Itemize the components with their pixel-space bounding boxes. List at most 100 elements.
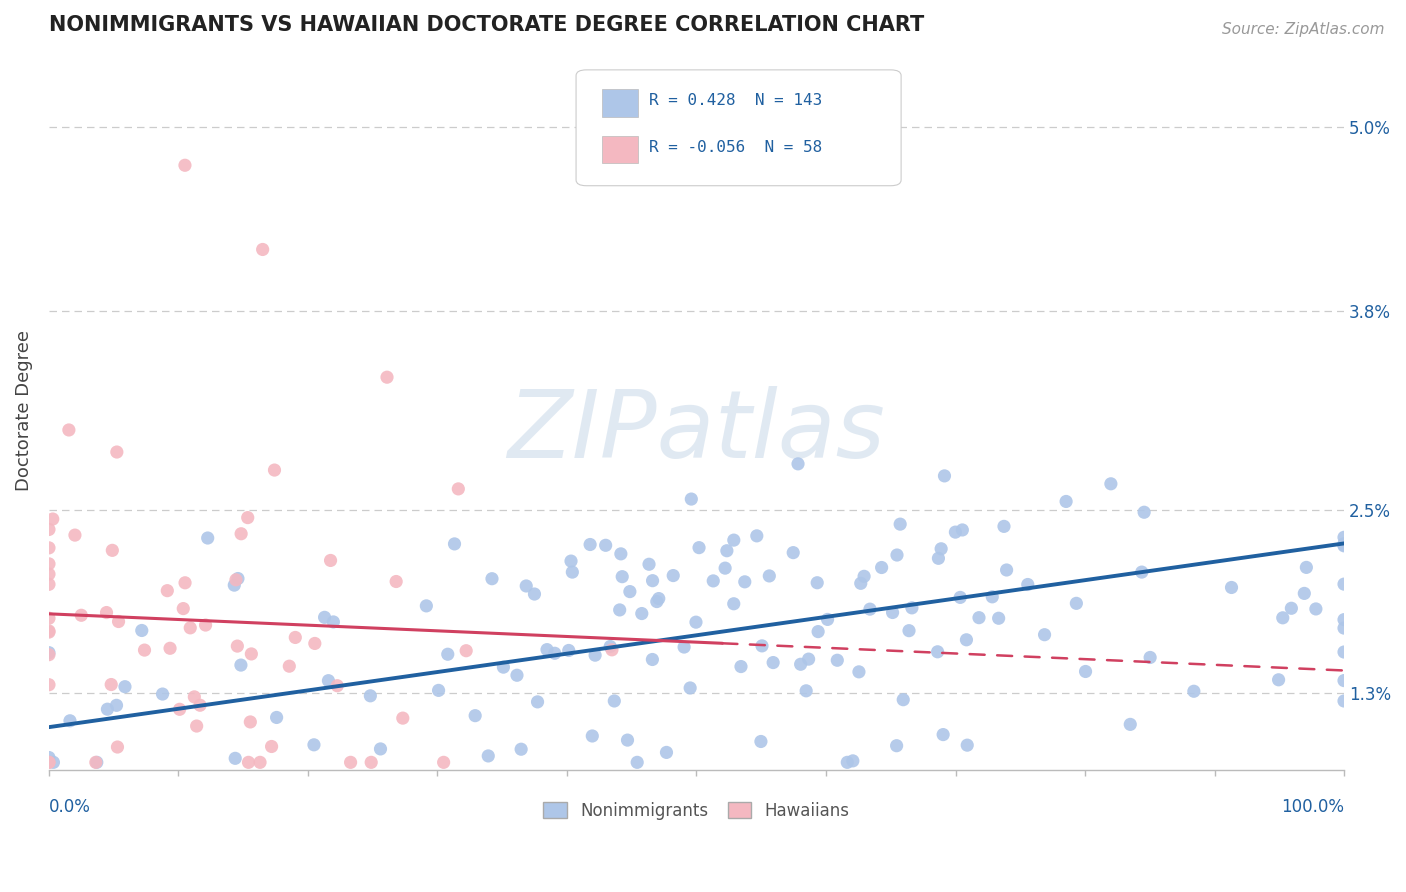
Text: NONIMMIGRANTS VS HAWAIIAN DOCTORATE DEGREE CORRELATION CHART: NONIMMIGRANTS VS HAWAIIAN DOCTORATE DEGR… [49,15,924,35]
Point [1333,613,1355,627]
Point [612,569,634,583]
Point [891,692,914,706]
Point [318,673,340,688]
Point [610,547,633,561]
Point [641,574,664,588]
Point [226,639,249,653]
Point [240,647,263,661]
Point [626,756,648,770]
Point [38,750,60,764]
Point [38,557,60,571]
Point [523,587,546,601]
Point [510,742,533,756]
Point [955,632,977,647]
Point [266,710,288,724]
Point [734,574,756,589]
Point [96,702,118,716]
Point [641,652,664,666]
Point [415,599,437,613]
Text: ZIPatlas: ZIPatlas [508,386,886,477]
Point [932,728,955,742]
Point [188,698,211,713]
Point [370,742,392,756]
Point [260,739,283,754]
Point [751,639,773,653]
Point [42,756,65,770]
Point [560,554,582,568]
Point [929,541,952,556]
Point [105,445,128,459]
Point [806,575,828,590]
Point [794,683,817,698]
Point [758,569,780,583]
Point [134,643,156,657]
Point [183,690,205,704]
Point [945,525,967,540]
Point [817,612,839,626]
Point [42,512,65,526]
Point [681,491,703,506]
Point [302,738,325,752]
Point [38,611,60,625]
Point [433,756,456,770]
Point [229,526,252,541]
Point [889,517,911,532]
Point [1333,621,1355,635]
Point [339,756,361,770]
Point [1333,538,1355,552]
Point [995,563,1018,577]
Point [579,537,602,551]
Point [956,738,979,752]
Point [1333,530,1355,544]
Point [391,711,413,725]
Point [359,689,381,703]
Point [101,543,124,558]
Point [114,680,136,694]
Point [96,606,118,620]
Point [477,748,499,763]
Point [762,656,785,670]
Point [648,591,671,606]
Point [714,561,737,575]
Point [837,756,859,770]
Point [63,528,86,542]
Point [1220,581,1243,595]
Point [1130,565,1153,579]
Point [886,548,908,562]
Point [797,652,820,666]
FancyBboxPatch shape [576,70,901,186]
Point [38,756,60,770]
Point [1033,628,1056,642]
Point [600,643,623,657]
Point [882,606,904,620]
Point [515,579,537,593]
Point [1054,494,1077,508]
Point [599,640,621,654]
Point [105,698,128,713]
Point [853,569,876,583]
Point [1119,717,1142,731]
Point [100,677,122,691]
Point [1295,560,1317,574]
Point [107,615,129,629]
Point [156,583,179,598]
Text: 0.0%: 0.0% [49,797,91,815]
Point [1267,673,1289,687]
Point [322,615,344,629]
Point [326,679,349,693]
Point [927,645,949,659]
Point [827,653,849,667]
Point [1333,645,1355,659]
Point [179,621,201,635]
Point [1294,586,1316,600]
Point [848,665,870,679]
Point [174,158,197,172]
Point [787,457,810,471]
Point [84,756,107,770]
Point [993,519,1015,533]
Point [1333,673,1355,688]
Point [716,543,738,558]
Point [526,695,548,709]
Point [443,537,465,551]
Point [172,601,194,615]
